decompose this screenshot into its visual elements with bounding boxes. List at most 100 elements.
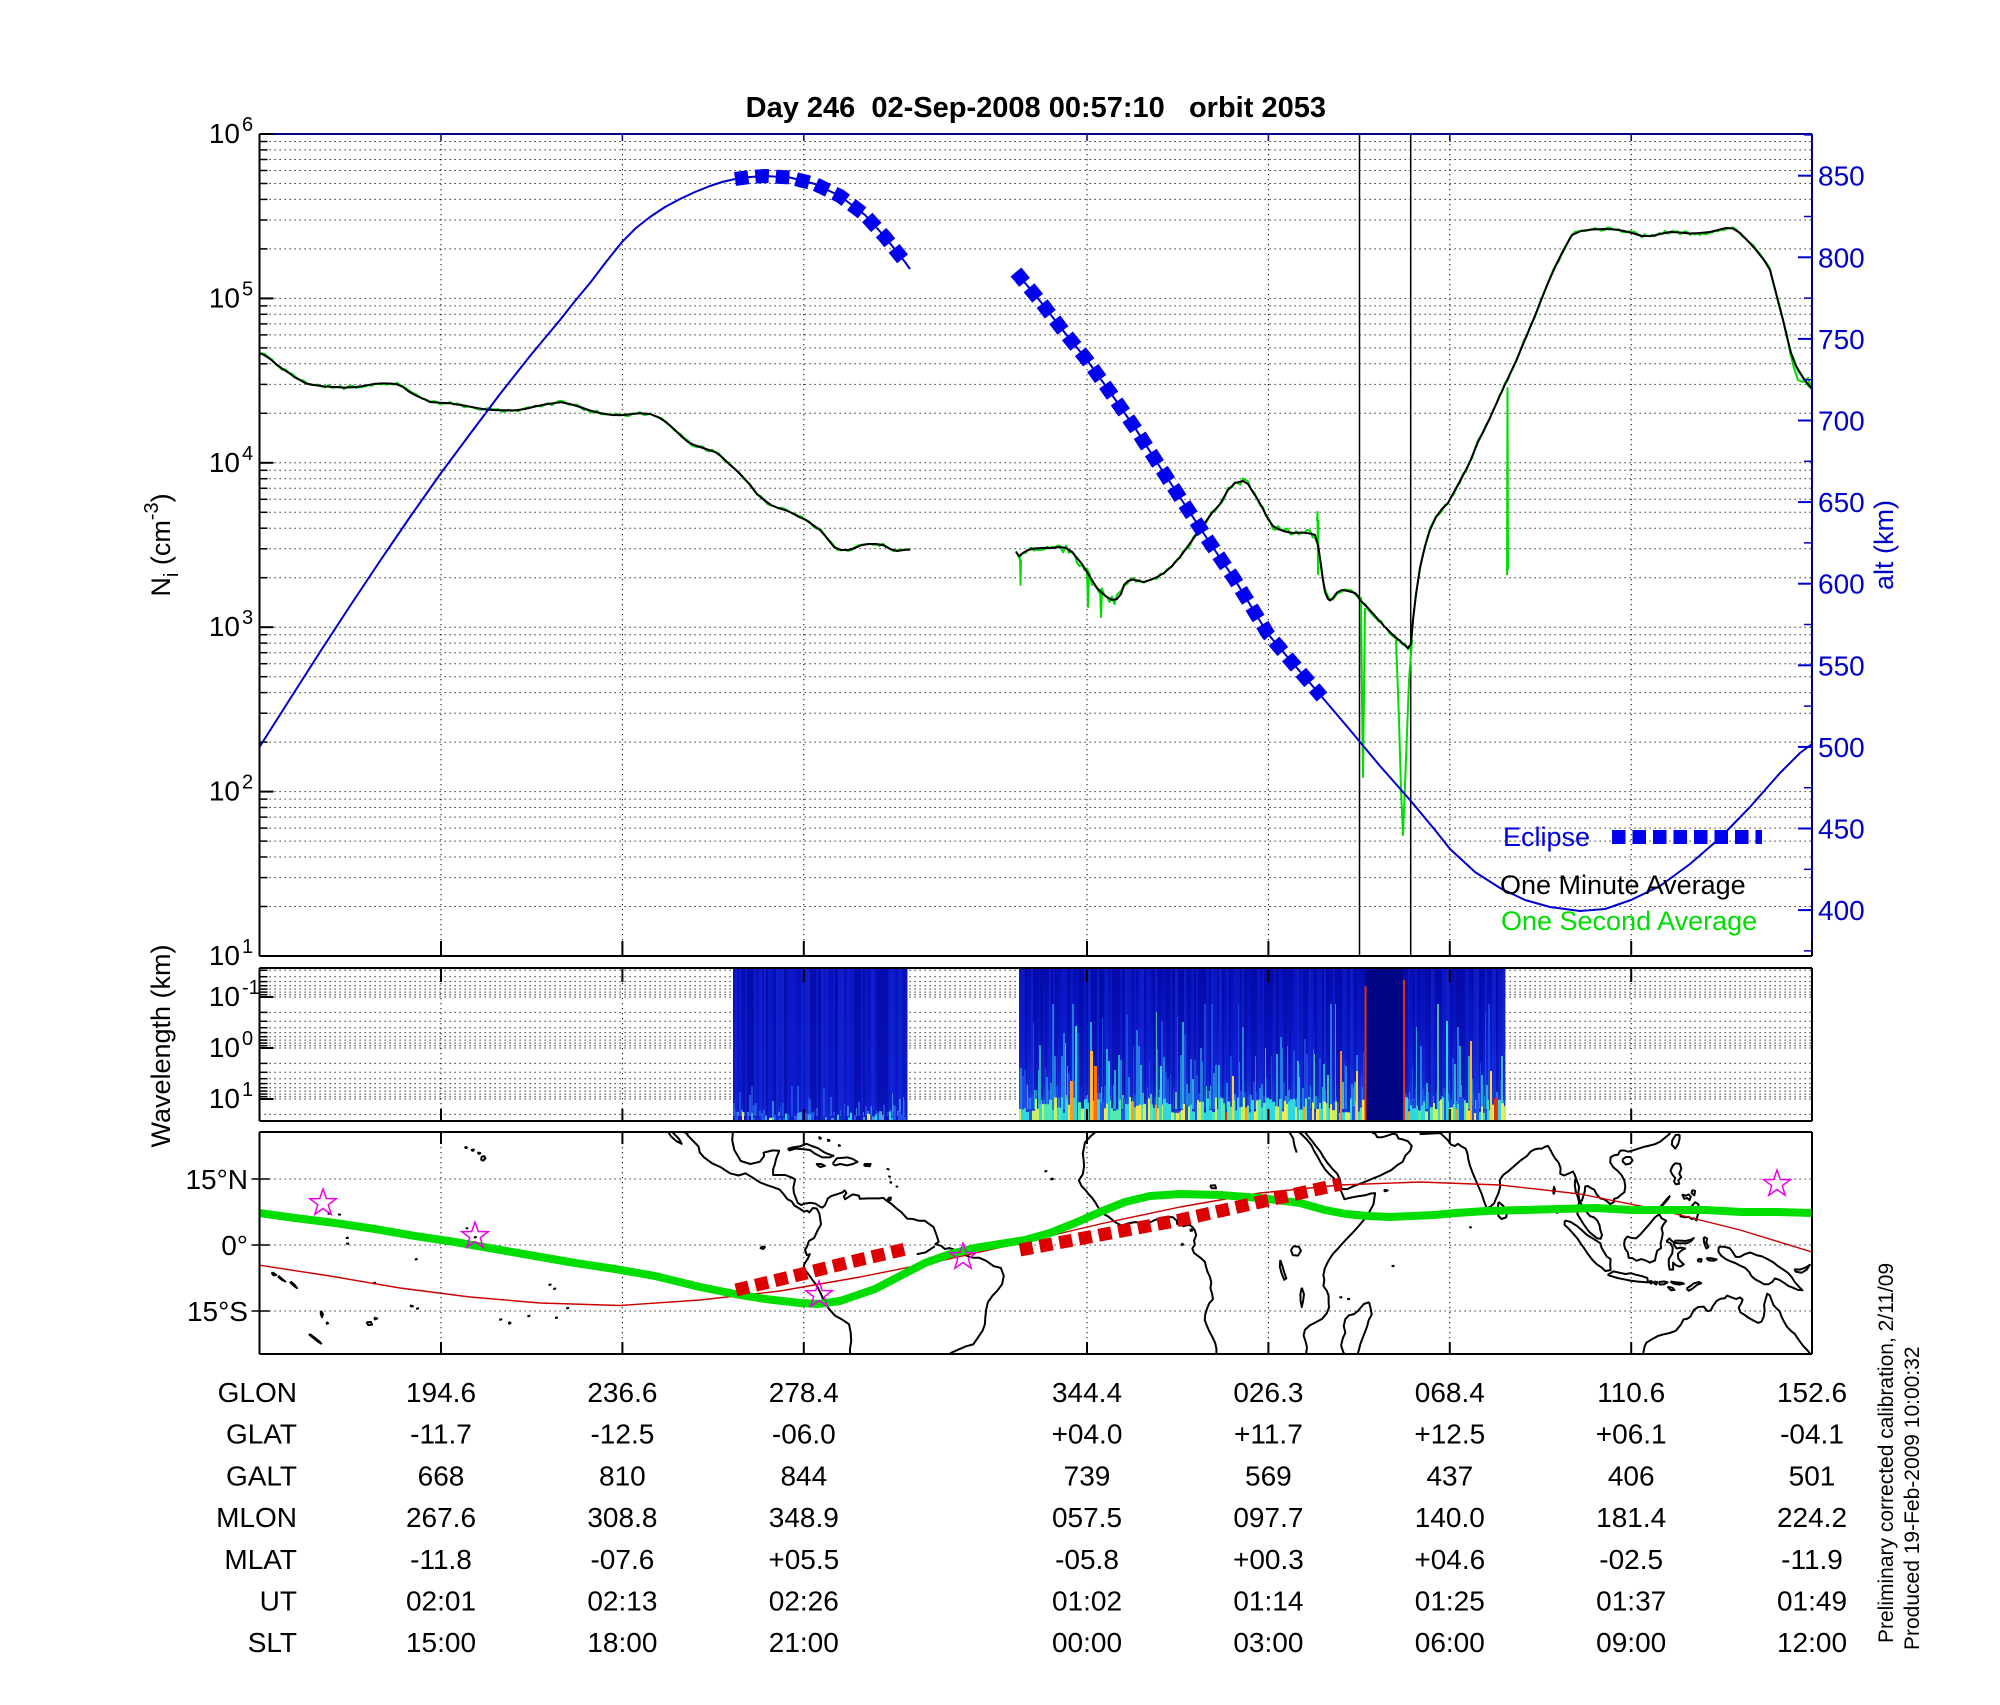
- svg-text:02:26: 02:26: [769, 1586, 839, 1617]
- svg-text:437: 437: [1426, 1460, 1473, 1491]
- svg-text:1: 1: [242, 1079, 253, 1101]
- svg-text:4: 4: [242, 443, 253, 465]
- svg-text:181.4: 181.4: [1596, 1502, 1666, 1533]
- svg-text:Wavelength (km): Wavelength (km): [146, 944, 176, 1147]
- svg-text:+04.0: +04.0: [1052, 1419, 1123, 1450]
- svg-text:6: 6: [242, 114, 253, 136]
- svg-text:Preliminary corrected calibrat: Preliminary corrected calibration, 2/11/…: [1875, 1263, 1898, 1643]
- svg-text:15°S: 15°S: [187, 1296, 248, 1327]
- svg-text:348.9: 348.9: [769, 1502, 839, 1533]
- svg-text:00:00: 00:00: [1052, 1627, 1122, 1658]
- svg-text:097.7: 097.7: [1233, 1502, 1303, 1533]
- svg-text:Day 246 02-Sep-2008 00:57:10: Day 246 02-Sep-2008 00:57:10 orbit 2053: [746, 92, 1326, 124]
- svg-text:194.6: 194.6: [406, 1377, 476, 1408]
- svg-text:600: 600: [1818, 569, 1865, 600]
- svg-text:500: 500: [1818, 732, 1865, 763]
- svg-text:UT: UT: [260, 1586, 297, 1617]
- svg-text:308.8: 308.8: [587, 1502, 657, 1533]
- svg-text:140.0: 140.0: [1415, 1502, 1485, 1533]
- svg-text:SLT: SLT: [248, 1627, 297, 1658]
- svg-text:MLAT: MLAT: [224, 1544, 297, 1575]
- svg-text:152.6: 152.6: [1777, 1377, 1847, 1408]
- svg-text:02:01: 02:01: [406, 1586, 476, 1617]
- svg-text:406: 406: [1608, 1460, 1655, 1491]
- svg-text:GLON: GLON: [218, 1377, 297, 1408]
- svg-text:-11.8: -11.8: [410, 1544, 472, 1575]
- svg-text:-02.5: -02.5: [1599, 1544, 1663, 1575]
- svg-text:267.6: 267.6: [406, 1502, 476, 1533]
- svg-text:-11.9: -11.9: [1781, 1544, 1843, 1575]
- svg-text:One Minute Average: One Minute Average: [1500, 870, 1746, 900]
- svg-text:01:49: 01:49: [1777, 1586, 1847, 1617]
- svg-text:GALT: GALT: [226, 1460, 297, 1491]
- svg-text:450: 450: [1818, 814, 1865, 845]
- svg-text:800: 800: [1818, 242, 1865, 273]
- svg-text:02:13: 02:13: [587, 1586, 657, 1617]
- svg-text:10: 10: [209, 118, 240, 149]
- svg-text:03:00: 03:00: [1233, 1627, 1303, 1658]
- svg-text:+12.5: +12.5: [1414, 1419, 1485, 1450]
- svg-text:10: 10: [209, 447, 240, 478]
- svg-text:750: 750: [1818, 324, 1865, 355]
- svg-text:10: 10: [209, 1032, 240, 1063]
- svg-text:10: 10: [209, 776, 240, 807]
- svg-text:650: 650: [1818, 487, 1865, 518]
- svg-text:400: 400: [1818, 895, 1865, 926]
- svg-text:12:00: 12:00: [1777, 1627, 1847, 1658]
- svg-text:+00.3: +00.3: [1233, 1544, 1304, 1575]
- svg-text:068.4: 068.4: [1415, 1377, 1485, 1408]
- svg-text:2: 2: [242, 772, 253, 794]
- svg-text:-04.1: -04.1: [1780, 1419, 1844, 1450]
- svg-text:+11.7: +11.7: [1234, 1419, 1303, 1450]
- svg-text:+05.5: +05.5: [768, 1544, 839, 1575]
- svg-text:668: 668: [418, 1460, 465, 1491]
- svg-text:01:37: 01:37: [1596, 1586, 1666, 1617]
- svg-text:+04.6: +04.6: [1414, 1544, 1485, 1575]
- svg-text:-11.7: -11.7: [410, 1419, 472, 1450]
- svg-text:01:02: 01:02: [1052, 1586, 1122, 1617]
- svg-text:10: 10: [209, 282, 240, 313]
- svg-text:-07.6: -07.6: [590, 1544, 654, 1575]
- svg-text:850: 850: [1818, 161, 1865, 192]
- svg-text:Eclipse: Eclipse: [1503, 822, 1590, 852]
- svg-text:844: 844: [780, 1460, 827, 1491]
- svg-text:21:00: 21:00: [769, 1627, 839, 1658]
- svg-text:01:14: 01:14: [1233, 1586, 1303, 1617]
- svg-text:-1: -1: [242, 977, 260, 999]
- svg-text:5: 5: [242, 278, 253, 300]
- svg-text:10: 10: [209, 1083, 240, 1114]
- svg-text:15:00: 15:00: [406, 1627, 476, 1658]
- svg-text:224.2: 224.2: [1777, 1502, 1847, 1533]
- svg-text:3: 3: [242, 607, 253, 629]
- svg-text:0: 0: [242, 1028, 253, 1050]
- svg-text:18:00: 18:00: [587, 1627, 657, 1658]
- svg-text:06:00: 06:00: [1415, 1627, 1485, 1658]
- svg-text:501: 501: [1789, 1460, 1836, 1491]
- svg-text:alt (km): alt (km): [1869, 500, 1899, 590]
- svg-text:10: 10: [209, 611, 240, 642]
- svg-text:700: 700: [1818, 406, 1865, 437]
- svg-text:057.5: 057.5: [1052, 1502, 1122, 1533]
- svg-text:-06.0: -06.0: [772, 1419, 836, 1450]
- svg-text:MLON: MLON: [216, 1502, 297, 1533]
- svg-text:10: 10: [209, 940, 240, 971]
- svg-text:236.6: 236.6: [587, 1377, 657, 1408]
- svg-text:0°: 0°: [221, 1230, 248, 1261]
- svg-text:1: 1: [242, 936, 253, 958]
- svg-text:15°N: 15°N: [185, 1164, 248, 1195]
- svg-text:026.3: 026.3: [1233, 1377, 1303, 1408]
- svg-text:10: 10: [209, 981, 240, 1012]
- svg-text:278.4: 278.4: [769, 1377, 839, 1408]
- svg-text:09:00: 09:00: [1596, 1627, 1666, 1658]
- svg-text:739: 739: [1064, 1460, 1111, 1491]
- svg-text:569: 569: [1245, 1460, 1292, 1491]
- svg-text:810: 810: [599, 1460, 646, 1491]
- svg-text:01:25: 01:25: [1415, 1586, 1485, 1617]
- svg-text:One Second Average: One Second Average: [1501, 906, 1757, 936]
- svg-text:550: 550: [1818, 650, 1865, 681]
- svg-text:Produced 19-Feb-2009 10:00:32: Produced 19-Feb-2009 10:00:32: [1901, 1346, 1924, 1650]
- svg-text:-05.8: -05.8: [1055, 1544, 1119, 1575]
- svg-text:GLAT: GLAT: [226, 1419, 297, 1450]
- svg-text:-12.5: -12.5: [590, 1419, 654, 1450]
- svg-text:110.6: 110.6: [1597, 1377, 1665, 1408]
